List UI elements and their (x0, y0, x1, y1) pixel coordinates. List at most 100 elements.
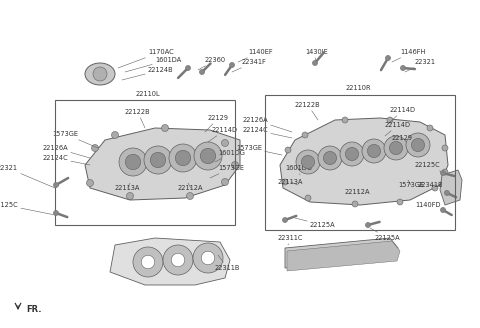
Circle shape (367, 144, 381, 157)
Text: 22112A: 22112A (178, 183, 204, 191)
Circle shape (193, 243, 223, 273)
Circle shape (296, 150, 320, 174)
Text: FR.: FR. (26, 305, 41, 315)
Text: 22321: 22321 (0, 165, 55, 188)
Text: 22126A: 22126A (242, 117, 292, 132)
Circle shape (141, 255, 155, 269)
Circle shape (163, 245, 193, 275)
Text: 22114D: 22114D (208, 127, 238, 142)
Circle shape (169, 144, 197, 172)
Text: 22110R: 22110R (345, 85, 371, 91)
Circle shape (175, 150, 191, 166)
Polygon shape (287, 241, 400, 271)
Text: 22126A: 22126A (42, 145, 90, 158)
Circle shape (342, 117, 348, 123)
Circle shape (427, 125, 433, 131)
Circle shape (441, 171, 445, 175)
Circle shape (171, 253, 185, 267)
Circle shape (119, 148, 147, 176)
Text: 1430JE: 1430JE (305, 49, 328, 65)
Circle shape (144, 146, 172, 174)
Circle shape (93, 67, 107, 81)
Circle shape (133, 247, 163, 277)
Circle shape (185, 66, 191, 71)
Text: 22113A: 22113A (278, 179, 303, 185)
Text: 22124C: 22124C (242, 127, 292, 138)
Circle shape (384, 136, 408, 160)
Text: 22110L: 22110L (136, 91, 160, 97)
Circle shape (127, 193, 133, 199)
Text: 22122B: 22122B (295, 102, 321, 120)
Text: 22311C: 22311C (278, 235, 303, 245)
Text: 1573GE: 1573GE (236, 145, 282, 155)
Text: 1601DA: 1601DA (125, 57, 181, 72)
Circle shape (324, 152, 336, 165)
Text: 1573GE: 1573GE (398, 180, 424, 188)
Text: 22125A: 22125A (295, 218, 336, 228)
Text: 22125C: 22125C (0, 202, 55, 215)
Text: 22124C: 22124C (42, 155, 90, 165)
Text: 1573GE: 1573GE (52, 131, 98, 148)
Circle shape (365, 222, 371, 228)
Circle shape (302, 132, 308, 138)
Circle shape (441, 208, 445, 213)
Text: 1573GE: 1573GE (210, 165, 244, 178)
Circle shape (53, 182, 59, 188)
Bar (265, 95, 455, 230)
Circle shape (442, 169, 448, 175)
Text: 1601DG: 1601DG (215, 150, 245, 162)
Text: 1140FD: 1140FD (415, 202, 445, 210)
Text: 22311B: 22311B (215, 255, 240, 271)
Circle shape (200, 148, 216, 164)
Circle shape (397, 199, 403, 205)
Circle shape (283, 217, 288, 222)
Text: 22125A: 22125A (370, 228, 401, 241)
Circle shape (231, 161, 239, 169)
Circle shape (221, 139, 228, 147)
Text: 1140EF: 1140EF (238, 49, 273, 62)
Text: 22124B: 22124B (122, 67, 174, 80)
Circle shape (187, 193, 193, 199)
Circle shape (411, 138, 425, 152)
Text: 1170AC: 1170AC (118, 49, 174, 68)
Circle shape (111, 132, 119, 138)
Polygon shape (280, 118, 448, 205)
Polygon shape (440, 170, 462, 205)
Circle shape (352, 201, 358, 207)
Circle shape (86, 179, 94, 187)
Circle shape (92, 145, 98, 152)
Text: 22114D: 22114D (388, 107, 416, 124)
Circle shape (389, 141, 403, 154)
Circle shape (301, 155, 314, 169)
Polygon shape (285, 238, 398, 268)
Circle shape (400, 66, 406, 71)
Circle shape (221, 178, 228, 186)
Text: 22114D: 22114D (385, 122, 411, 136)
Circle shape (201, 251, 215, 265)
Circle shape (125, 154, 141, 170)
Circle shape (161, 125, 168, 132)
Text: 22341F: 22341F (232, 59, 267, 72)
Circle shape (442, 145, 448, 151)
Text: 22341B: 22341B (418, 182, 448, 192)
Circle shape (385, 55, 391, 60)
Text: 22113A: 22113A (115, 183, 140, 191)
Circle shape (229, 63, 235, 68)
Polygon shape (110, 238, 230, 285)
Text: 22129: 22129 (390, 135, 413, 148)
Text: 22112A: 22112A (345, 189, 371, 195)
Circle shape (285, 147, 291, 153)
Circle shape (318, 146, 342, 170)
Text: 1601DG: 1601DG (285, 165, 312, 175)
Circle shape (444, 191, 449, 195)
Circle shape (150, 152, 166, 168)
Circle shape (282, 179, 288, 185)
Ellipse shape (85, 63, 115, 85)
Circle shape (305, 195, 311, 201)
Polygon shape (85, 128, 240, 200)
Circle shape (362, 139, 386, 163)
Circle shape (406, 133, 430, 157)
Text: 22122B: 22122B (125, 109, 151, 128)
Circle shape (346, 147, 359, 161)
Text: 22360: 22360 (198, 57, 226, 70)
